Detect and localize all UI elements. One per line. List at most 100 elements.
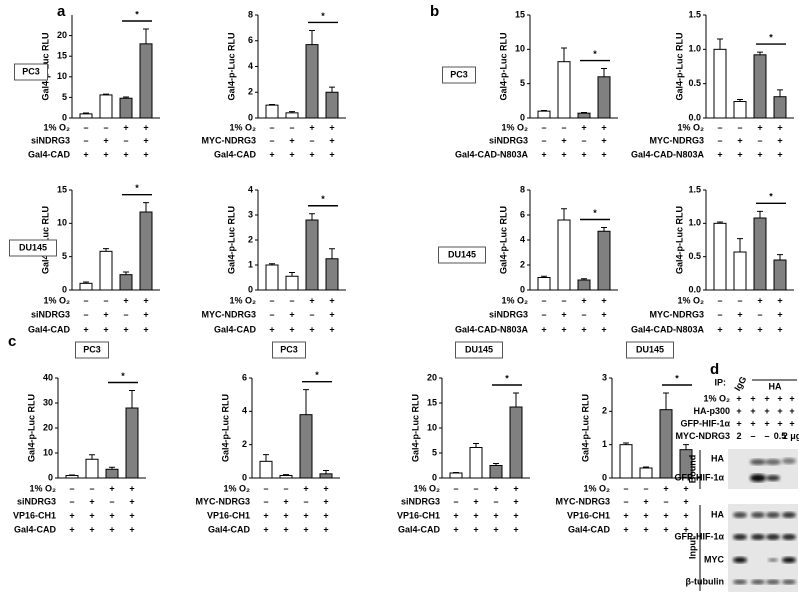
condition-label: Gal4-CAD bbox=[28, 149, 71, 159]
condition-sign: – bbox=[717, 135, 722, 145]
condition-sign: – bbox=[453, 483, 458, 493]
condition-sign: + bbox=[289, 324, 294, 334]
y-tick-label: 3 bbox=[602, 372, 607, 382]
condition-label: Gal4-CAD bbox=[208, 524, 251, 534]
error-bar bbox=[453, 472, 459, 473]
error-bar bbox=[329, 248, 335, 259]
error-bar bbox=[663, 392, 669, 410]
condition-label: MYC-NDRG3 bbox=[195, 496, 250, 506]
condition-sign: + bbox=[663, 510, 668, 520]
condition-sign: + bbox=[561, 149, 566, 159]
band bbox=[750, 459, 766, 465]
condition-sign: + bbox=[329, 149, 334, 159]
condition-sign: + bbox=[601, 135, 606, 145]
condition-label: 1% O₂ bbox=[677, 295, 704, 305]
bar bbox=[733, 251, 747, 291]
significance-star: * bbox=[593, 49, 597, 59]
condition-sign: + bbox=[89, 524, 94, 534]
condition-sign: + bbox=[103, 324, 108, 334]
condition-sign: + bbox=[309, 149, 314, 159]
condition-sign: + bbox=[323, 524, 328, 534]
condition-sign: + bbox=[777, 324, 782, 334]
condition-label: 1% O₂ bbox=[223, 483, 250, 493]
significance-star: * bbox=[321, 11, 325, 21]
condition-sign: + bbox=[683, 510, 688, 520]
y-tick-label: 6 bbox=[520, 209, 525, 219]
condition-sign: + bbox=[453, 510, 458, 520]
condition-sign: + bbox=[736, 393, 741, 403]
condition-sign: – bbox=[269, 295, 274, 305]
band bbox=[766, 534, 780, 540]
condition-sign: + bbox=[283, 524, 288, 534]
error-bar bbox=[103, 248, 109, 252]
condition-label: HA-p300 bbox=[693, 406, 730, 416]
condition-label: 1% O₂ bbox=[229, 295, 256, 305]
condition-label: 1% O₂ bbox=[43, 122, 70, 132]
condition-sign: + bbox=[493, 524, 498, 534]
error-bar bbox=[129, 390, 135, 408]
condition-sign: – bbox=[89, 483, 94, 493]
condition-label: MYC-NDRG3 bbox=[675, 431, 730, 441]
bar bbox=[325, 91, 339, 119]
condition-label: 1% O₂ bbox=[229, 122, 256, 132]
bar bbox=[279, 475, 293, 479]
y-tick-label: 3 bbox=[248, 209, 253, 219]
condition-sign: + bbox=[329, 295, 334, 305]
y-tick-label: 8 bbox=[520, 184, 525, 194]
bar bbox=[319, 473, 333, 479]
condition-sign: + bbox=[513, 510, 518, 520]
cell-line-label: DU145 bbox=[465, 344, 493, 354]
significance-star: * bbox=[135, 183, 139, 193]
condition-sign: + bbox=[601, 149, 606, 159]
error-bar bbox=[83, 281, 89, 284]
y-tick-label: 20 bbox=[43, 422, 53, 432]
condition-sign: + bbox=[736, 406, 741, 416]
condition-sign: – bbox=[83, 295, 88, 305]
condition-sign: + bbox=[109, 510, 114, 520]
y-axis-label: Gal4-p-Luc RLU bbox=[220, 394, 230, 462]
y-tick-label: 40 bbox=[43, 372, 53, 382]
panel-letter: d bbox=[710, 361, 719, 378]
blot-strip bbox=[728, 449, 798, 489]
condition-sign: + bbox=[623, 510, 628, 520]
condition-sign: + bbox=[269, 324, 274, 334]
condition-sign: – bbox=[263, 496, 268, 506]
band bbox=[751, 579, 765, 585]
condition-label: VP16-CH1 bbox=[13, 510, 56, 520]
condition-label: Gal4-CAD-N803A bbox=[631, 324, 705, 334]
condition-sign: + bbox=[143, 135, 148, 145]
condition-sign: + bbox=[329, 309, 334, 319]
error-bar bbox=[777, 89, 783, 97]
condition-sign: + bbox=[764, 393, 769, 403]
condition-sign: – bbox=[103, 122, 108, 132]
condition-sign: + bbox=[623, 524, 628, 534]
band bbox=[733, 512, 747, 518]
condition-sign: + bbox=[683, 524, 688, 534]
error-bar bbox=[123, 96, 129, 99]
condition-sign: + bbox=[777, 418, 782, 428]
bar bbox=[557, 219, 571, 291]
condition-sign: + bbox=[777, 122, 782, 132]
condition-label: 1% O₂ bbox=[43, 295, 70, 305]
y-axis-label: Gal4-p-Luc RLU bbox=[498, 206, 508, 274]
condition-label: MYC-NDRG3 bbox=[555, 496, 610, 506]
condition-sign: + bbox=[289, 149, 294, 159]
y-tick-label: 15 bbox=[515, 9, 525, 19]
condition-sign: + bbox=[581, 324, 586, 334]
error-bar bbox=[513, 392, 519, 407]
error-bar bbox=[737, 98, 743, 102]
condition-sign: + bbox=[473, 496, 478, 506]
error-bar bbox=[601, 68, 607, 77]
bar bbox=[713, 48, 727, 119]
condition-sign: + bbox=[601, 309, 606, 319]
cell-line-box bbox=[455, 341, 503, 359]
condition-sign: – bbox=[493, 496, 498, 506]
condition-sign: – bbox=[123, 135, 128, 145]
condition-sign: + bbox=[473, 510, 478, 520]
bar bbox=[577, 279, 591, 291]
condition-sign: + bbox=[109, 524, 114, 534]
condition-sign: – bbox=[541, 135, 546, 145]
condition-sign: – bbox=[561, 122, 566, 132]
y-tick-label: 20 bbox=[427, 372, 437, 382]
condition-sign: + bbox=[303, 510, 308, 520]
